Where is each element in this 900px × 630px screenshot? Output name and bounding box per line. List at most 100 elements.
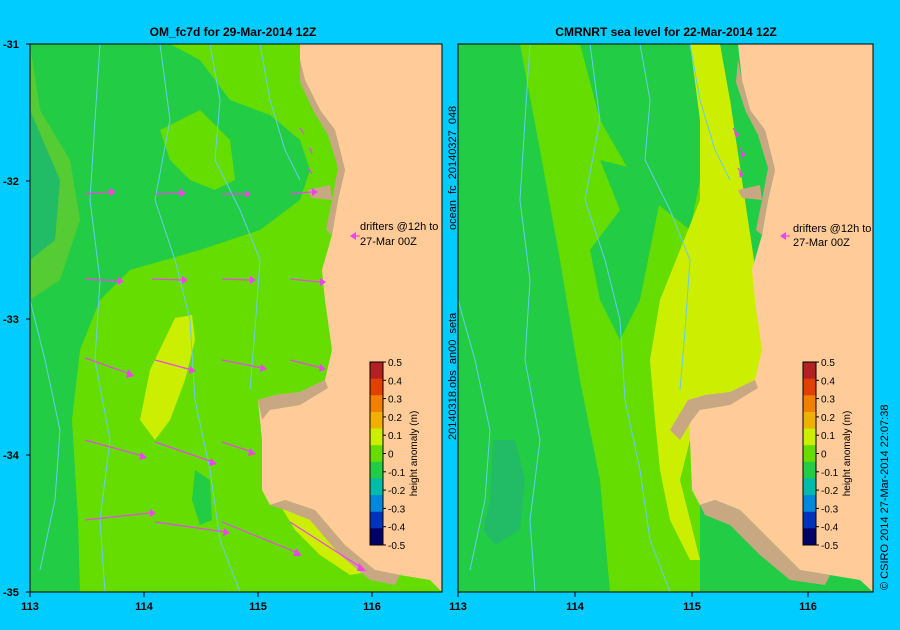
- lat-tick-34: -34: [3, 450, 20, 462]
- left-colorbar-swatch: [370, 395, 383, 413]
- left-anomaly-north-patch: [160, 110, 235, 190]
- latitude-tick-labels: -31 -32 -33 -34 -35: [3, 39, 20, 599]
- right-longitude-tick-labels: 113 114 115 116: [449, 601, 817, 613]
- left-shelf-south: [270, 500, 400, 585]
- left-drifters-label-line2: 27-Mar 00Z: [360, 236, 417, 248]
- lat-tick-32: -32: [3, 176, 19, 188]
- left-colorbar-swatch: [370, 428, 383, 446]
- right-colorbar-swatch: [803, 411, 816, 430]
- left-anomaly-small-patch: [192, 470, 212, 525]
- left-lon-tick-113: 113: [21, 601, 39, 613]
- left-anomaly-positive-patch: [140, 315, 195, 440]
- right-colorbar-tick-label: 0.5: [821, 358, 835, 369]
- right-colorbar-label: height anomaly (m): [842, 411, 853, 497]
- copyright-timestamp: © CSIRO 2014 27-Mar-2014 22:07:38: [879, 405, 891, 590]
- left-colorbar-swatch: [370, 411, 383, 430]
- right-colorbar-swatch: [803, 445, 816, 463]
- left-colorbar-tick-label: -0.2: [388, 486, 406, 497]
- right-colorbar-tick-label: -0.4: [821, 523, 839, 534]
- left-colorbar-label: height anomaly (m): [409, 411, 420, 497]
- left-lon-tick-114: 114: [135, 601, 154, 613]
- right-bathymetry-contours: [457, 43, 731, 593]
- right-drifters-label-line1: drifters @12h to: [793, 223, 871, 235]
- right-lon-tick-115: 115: [683, 601, 701, 613]
- lat-tick-33: -33: [3, 314, 19, 326]
- model-run-label: ocean_fc_20140327_048: [447, 106, 459, 230]
- right-drifters-label-line2: 27-Mar 00Z: [793, 237, 850, 249]
- right-anomaly-region-north: [580, 44, 700, 230]
- left-lon-tick-116: 116: [363, 601, 381, 613]
- right-colorbar-tick-label: 0: [821, 450, 827, 461]
- left-colorbar-swatch: [370, 378, 383, 396]
- right-drifter-arrowheads: [734, 132, 786, 240]
- left-shelf-island: [308, 185, 332, 200]
- left-colorbar-swatch: [370, 511, 383, 529]
- right-colorbar-tick-label: 0.1: [821, 431, 835, 442]
- left-colorbar-tick-label: -0.3: [388, 504, 406, 515]
- right-colorbar-tick-label: -0.5: [821, 541, 839, 552]
- left-colorbar-tick-label: 0.1: [388, 431, 402, 442]
- left-lon-tick-115: 115: [249, 601, 267, 613]
- right-colorbar-swatch: [803, 528, 816, 546]
- right-colorbar-swatch: [803, 461, 816, 479]
- left-colorbar-swatch: [370, 362, 383, 380]
- lat-tick-35: -35: [3, 587, 19, 599]
- left-colorbar-swatch: [370, 445, 383, 463]
- left-colorbar-swatch: [370, 461, 383, 479]
- right-colorbar-tick-label: 0.2: [821, 413, 835, 424]
- right-colorbar-tick-label: -0.1: [821, 468, 839, 479]
- left-colorbar-tick-label: 0.2: [388, 413, 402, 424]
- right-map-frame: [457, 43, 874, 593]
- left-colorbar-tick-label: -0.4: [388, 523, 406, 534]
- left-land-mass: [258, 44, 442, 592]
- left-drifter-arrows: [84, 127, 363, 569]
- right-shelf-mid: [670, 380, 758, 440]
- right-map-panel: [457, 43, 874, 593]
- left-colorbar-swatch: [370, 478, 383, 496]
- right-shelf-north: [736, 60, 775, 235]
- left-colorbar: 0.5 0.4 0.3 0.2 0.1 0 -0.1 -0.2 -0.3 -0.4 -0.5 heig…: [369, 358, 420, 552]
- right-colorbar-tick-label: 0.4: [821, 376, 835, 387]
- left-anomaly-region-deep: [30, 110, 60, 260]
- left-longitude-tick-labels: 113 114 115 116: [21, 601, 381, 613]
- left-bathymetry-contours: [29, 43, 301, 593]
- left-colorbar-tick-label: 0.4: [388, 376, 402, 387]
- left-shelf-north: [300, 60, 345, 235]
- left-drifters-label-line1: drifters @12h to: [360, 221, 438, 233]
- right-colorbar-swatch: [803, 395, 816, 413]
- left-shelf-mid: [258, 380, 328, 420]
- left-colorbar-tick-label: 0.5: [388, 358, 402, 369]
- left-drifter-arrowheads: [110, 188, 366, 571]
- right-lon-tick-116: 116: [799, 601, 817, 613]
- right-lon-tick-113: 113: [449, 601, 467, 613]
- obs-analysis-label: 20140318.obs_an00_seta: [447, 312, 459, 440]
- right-shelf-south: [700, 500, 830, 585]
- left-anomaly-region-low: [30, 44, 310, 592]
- right-anomaly-west: [458, 44, 495, 592]
- right-colorbar-swatch: [803, 378, 816, 396]
- left-map-frame: [29, 43, 443, 593]
- left-colorbar-swatch: [370, 528, 383, 546]
- lat-tick-31: -31: [3, 39, 19, 51]
- right-anomaly-region-channel: [590, 160, 660, 340]
- right-colorbar-tick-label: -0.2: [821, 486, 839, 497]
- right-colorbar-tick-label: 0.3: [821, 395, 835, 406]
- left-colorbar-swatch: [370, 495, 383, 513]
- left-map-panel: [29, 43, 443, 593]
- right-colorbar-swatch: [803, 478, 816, 496]
- right-anomaly-positive-core: [700, 44, 765, 400]
- right-colorbar-swatch: [803, 428, 816, 446]
- left-panel-title: OM_fc7d for 29-Mar-2014 12Z: [150, 25, 317, 39]
- right-colorbar: 0.5 0.4 0.3 0.2 0.1 0 -0.1 -0.2 -0.3 -0.4 -0.5 heig…: [802, 358, 853, 552]
- latitude-tick-marks: [26, 43, 30, 593]
- left-colorbar-tick-label: -0.1: [388, 468, 406, 479]
- right-land-mass: [688, 44, 873, 592]
- right-colorbar-swatch: [803, 511, 816, 529]
- left-colorbar-tick-label: -0.5: [388, 541, 406, 552]
- right-shelf-island: [738, 185, 762, 200]
- right-panel-title: CMRNRT sea level for 22-Mar-2014 12Z: [555, 25, 776, 39]
- right-lon-tick-114: 114: [566, 601, 585, 613]
- right-colorbar-swatch: [803, 362, 816, 380]
- left-colorbar-tick-label: 0: [388, 450, 394, 461]
